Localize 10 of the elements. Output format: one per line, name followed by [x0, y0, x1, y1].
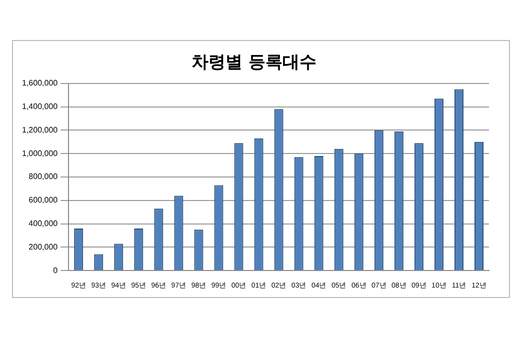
y-tick-label: 1,600,000: [22, 78, 58, 88]
y-tick-label: 600,000: [28, 196, 58, 205]
y-tick-label: 800,000: [28, 172, 58, 182]
y-tick-label: 200,000: [28, 242, 58, 252]
y-tick-label: 400,000: [28, 219, 58, 228]
y-tick-label: 1,400,000: [22, 102, 58, 112]
y-tick-label: 0: [53, 266, 58, 275]
y-tick-label: 1,200,000: [22, 125, 58, 134]
chart-title: 차령별 등록대수: [192, 52, 316, 73]
y-tick-label: 1,000,000: [22, 148, 58, 158]
